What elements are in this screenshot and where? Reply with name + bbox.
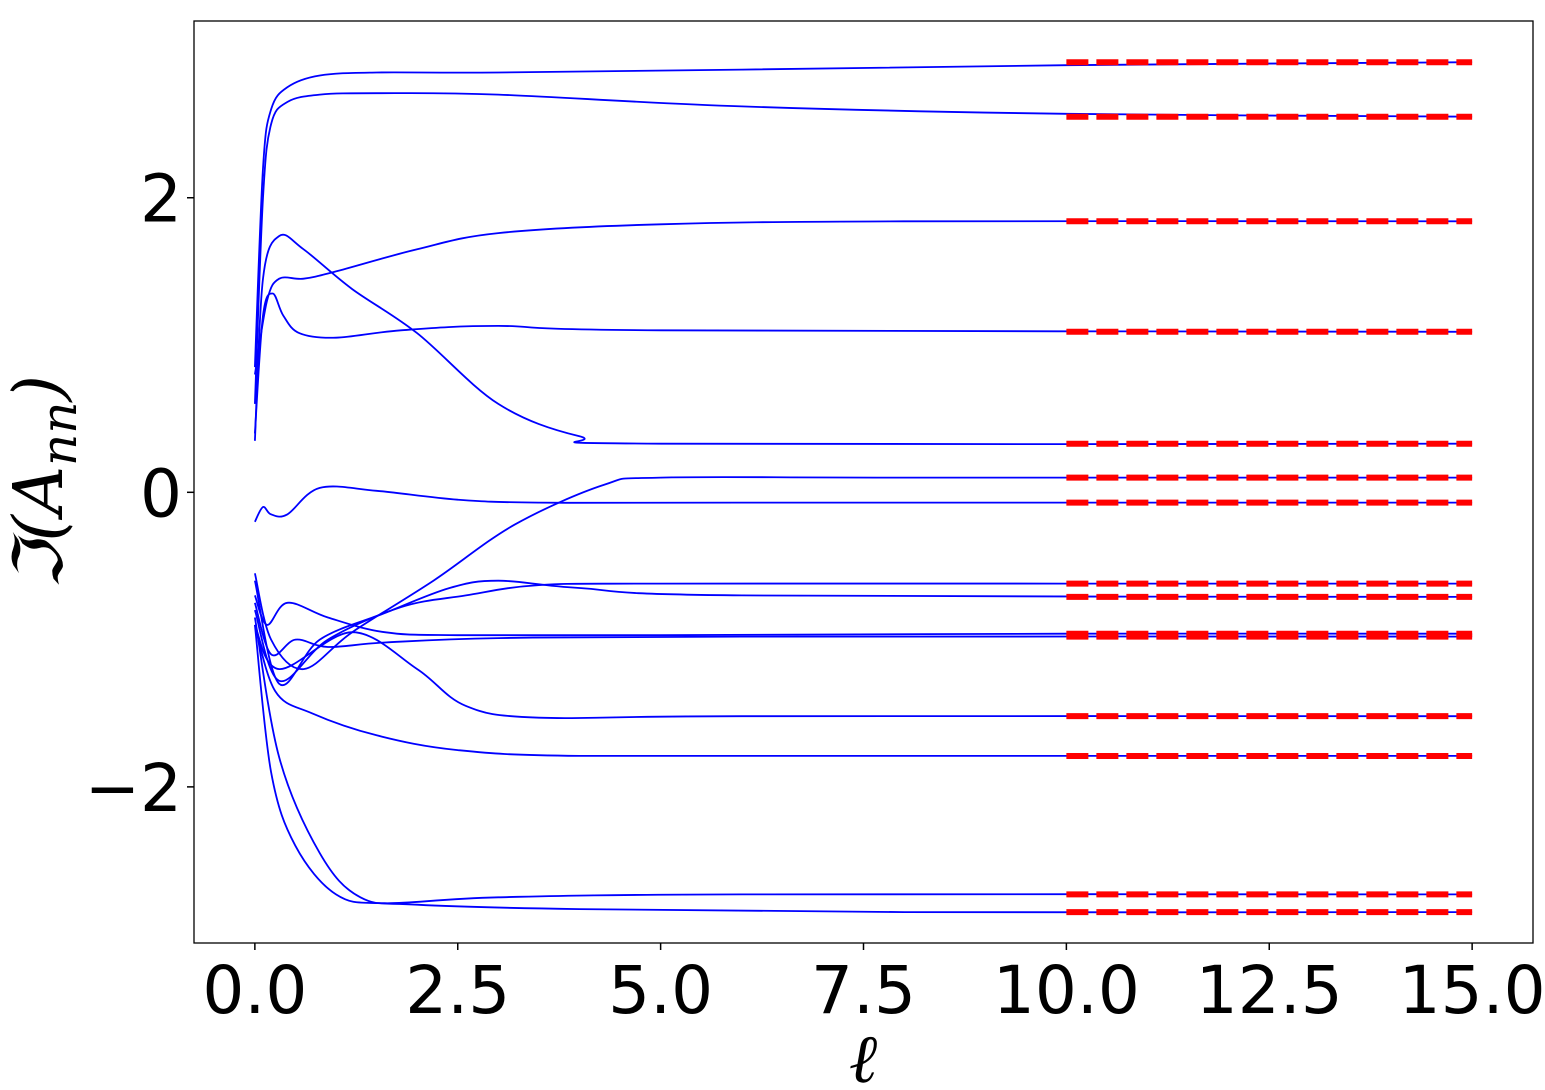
flow-line-3 xyxy=(254,220,1473,375)
flow-line-6 xyxy=(254,485,1473,523)
x-axis-label: ℓ xyxy=(849,1020,877,1090)
flow-lines-group xyxy=(254,61,1473,914)
flow-line-10 xyxy=(254,579,1473,687)
x-tick-label: 5.0 xyxy=(608,952,713,1029)
y-tick-label: 2 xyxy=(140,161,182,238)
x-tick-label: 0.0 xyxy=(202,952,307,1029)
flow-line-14 xyxy=(254,624,1473,905)
y-tick-label: 0 xyxy=(140,455,182,532)
flow-line-15 xyxy=(254,617,1473,914)
flow-line-4 xyxy=(254,292,1473,434)
y-tick-label: −2 xyxy=(85,750,182,827)
y-axis-ticks: −2 0 2 xyxy=(85,161,194,827)
flow-line-13 xyxy=(254,624,1473,758)
flow-line-8 xyxy=(254,595,1473,637)
y-axis-label: ℑ(Ann) xyxy=(0,375,88,589)
flow-line-12 xyxy=(254,624,1473,720)
flow-line-2 xyxy=(254,92,1473,404)
x-tick-label: 2.5 xyxy=(405,952,510,1029)
plot-frame xyxy=(193,20,1534,944)
x-tick-label: 15.0 xyxy=(1399,952,1545,1029)
flow-line-1 xyxy=(254,61,1473,368)
flow-line-9 xyxy=(254,602,1473,657)
reference-lines-group xyxy=(1066,59,1473,916)
x-axis-ticks: 0.0 2.5 5.0 7.5 10.0 12.5 15.0 xyxy=(202,943,1545,1029)
x-tick-label: 7.5 xyxy=(811,952,916,1029)
x-tick-label: 10.0 xyxy=(993,952,1140,1029)
flow-line-5 xyxy=(254,233,1473,446)
flow-line-7 xyxy=(254,476,1473,671)
x-tick-label: 12.5 xyxy=(1196,952,1343,1029)
